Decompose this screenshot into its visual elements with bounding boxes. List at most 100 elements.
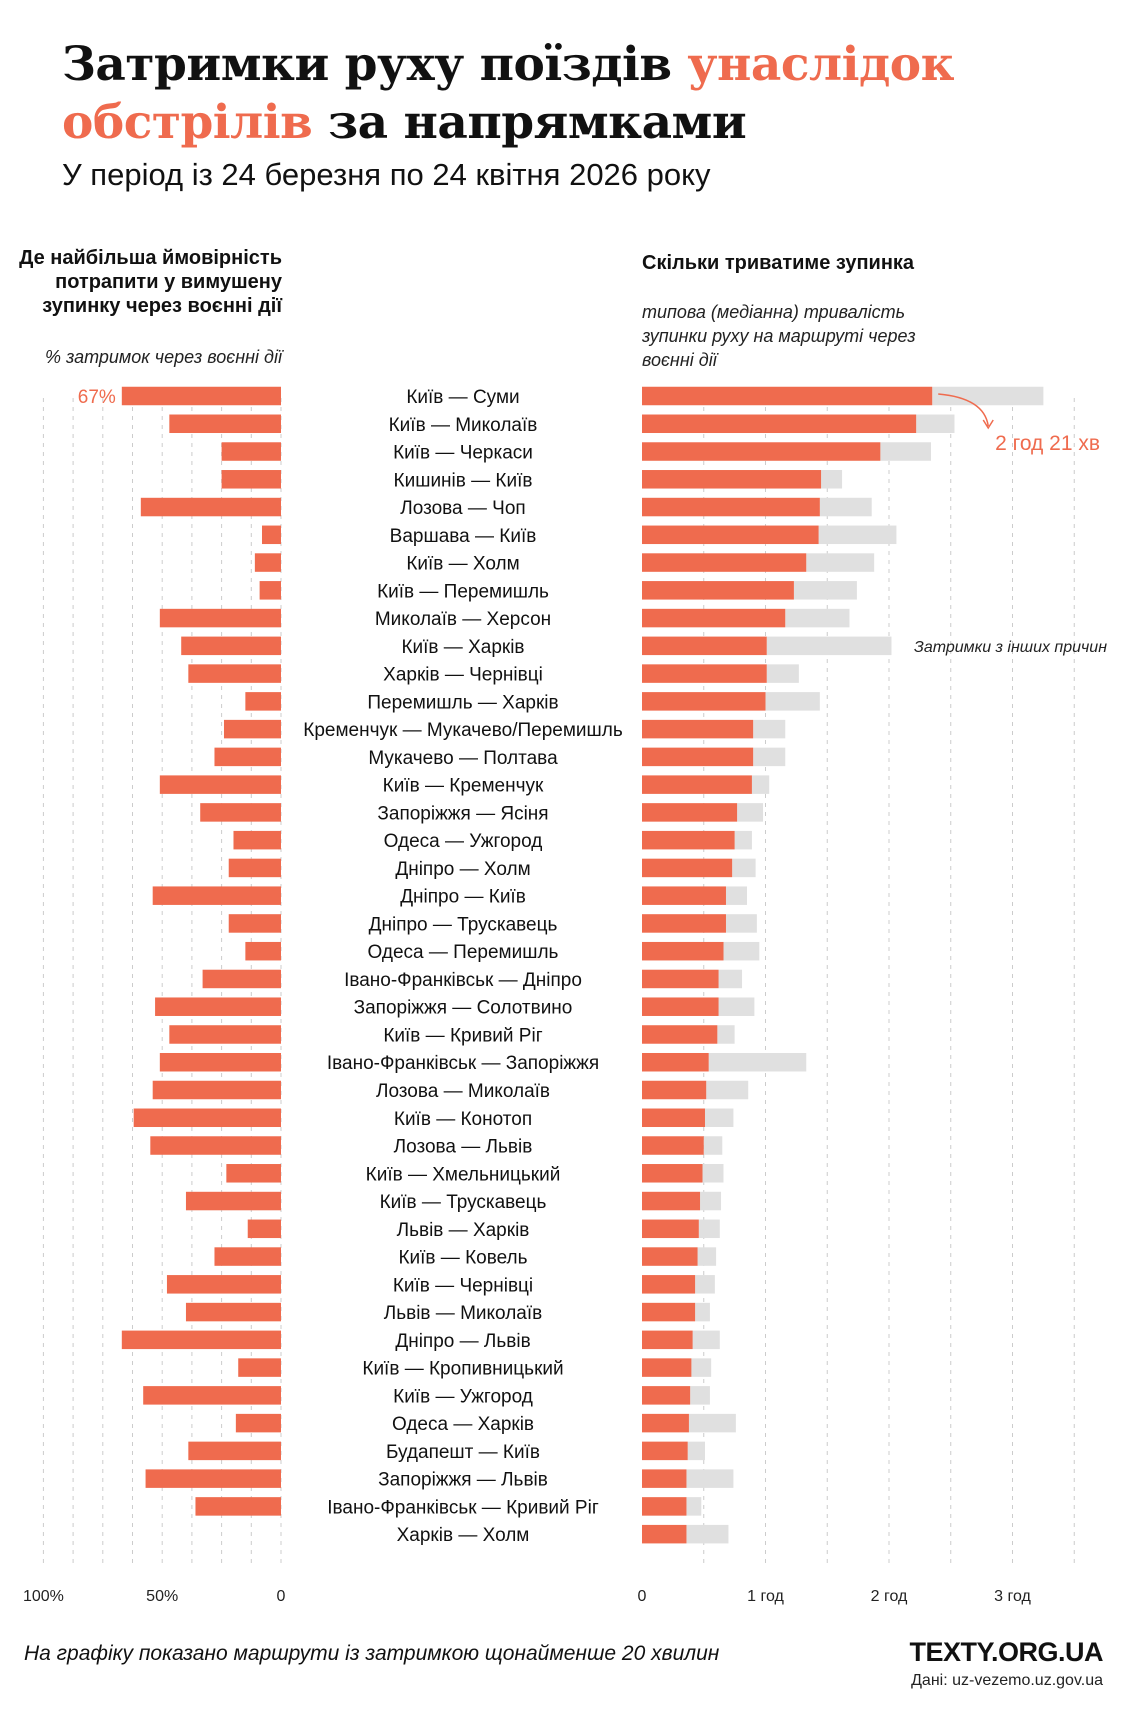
route-label: Київ — Перемишль [377, 581, 549, 602]
left-bar [121, 1330, 281, 1350]
left-bar [188, 1441, 281, 1461]
war-delay-bar [642, 1025, 718, 1044]
other-causes-bar [753, 747, 786, 767]
other-causes-bar [753, 719, 786, 739]
other-causes-bar [690, 1386, 710, 1405]
other-causes-bar [725, 886, 747, 905]
left-bar [159, 608, 281, 628]
war-delay-bar [642, 1247, 698, 1266]
war-delay-bar [642, 608, 786, 628]
right-axis-tick-label: 3 год [994, 1588, 1031, 1605]
war-delay-bar [642, 553, 807, 572]
war-delay-bar [642, 1164, 703, 1183]
route-label: Київ — Миколаїв [389, 415, 538, 436]
war-delay-bar [642, 1275, 696, 1294]
right-panel-note: типова (медіанна) тривалість зупинки рух… [642, 302, 916, 370]
other-causes-bar [697, 1247, 717, 1266]
left-bar [245, 692, 281, 711]
route-label: Дніпро — Холм [395, 859, 530, 880]
war-delay-bar [642, 914, 726, 933]
route-label: Перемишль — Харків [367, 692, 558, 713]
right-axis-tick-label: 2 год [871, 1588, 908, 1605]
left-bar [121, 386, 281, 406]
route-label: Київ — Трускавець [380, 1192, 547, 1213]
war-delay-bar [642, 803, 738, 822]
other-causes-bar [766, 636, 892, 656]
other-causes-bar [698, 1219, 720, 1239]
left-bar [259, 581, 281, 600]
duration-annotation: 2 год 21 хв [995, 432, 1100, 455]
other-causes-bar [704, 1108, 734, 1128]
route-label: Запоріжжя — Солотвино [354, 998, 573, 1019]
route-label: Дніпро — Трускавець [369, 914, 558, 935]
war-delay-bar [642, 1080, 707, 1100]
route-label: Київ — Кременчук [383, 776, 544, 797]
route-label: Варшава — Київ [390, 526, 537, 547]
left-bar [181, 636, 281, 656]
route-label: Лозова — Миколаїв [376, 1081, 550, 1102]
left-bar [169, 414, 281, 434]
war-delay-bar [642, 1108, 705, 1128]
other-causes-bar [819, 497, 872, 517]
data-source: Дані: uz-vezemo.uz.gov.ua [911, 1672, 1103, 1689]
route-label: Лозова — Чоп [400, 498, 525, 519]
left-axis-tick-label: 50% [146, 1588, 178, 1605]
right-axis-tick-label: 0 [638, 1588, 647, 1605]
route-label: Івано-Франківськ — Запоріжжя [327, 1053, 599, 1074]
war-delay-bar [642, 636, 767, 656]
other-causes-bar [695, 1302, 710, 1322]
left-bar [143, 1386, 281, 1405]
left-bar [261, 525, 281, 545]
route-label: Київ — Ужгород [393, 1386, 533, 1407]
war-delay-bar [642, 1413, 689, 1433]
left-bar [140, 497, 281, 517]
title-part2: за напрямками [312, 95, 747, 150]
left-bar [152, 1080, 281, 1100]
route-label: Дніпро — Київ [400, 887, 526, 908]
war-delay-bar [642, 1219, 699, 1239]
route-label: Одеса — Ужгород [384, 831, 543, 852]
war-delay-bar [642, 830, 735, 850]
other-causes-bar [766, 664, 799, 683]
left-bar [235, 1413, 281, 1433]
other-causes-bar [737, 803, 764, 822]
war-delay-bar [642, 1469, 687, 1488]
war-delay-bar [642, 414, 917, 434]
title-accent2: обстрілів [62, 95, 313, 150]
left-bar [228, 914, 281, 933]
other-causes-annotation: Затримки з інших причин [914, 639, 1107, 656]
other-causes-bar [880, 442, 931, 461]
route-label: Івано-Франківськ — Кривий Ріг [327, 1497, 599, 1518]
left-panel-heading: Де найбільша ймовірність потрапити у вим… [19, 247, 282, 317]
annotation-arrow [938, 393, 989, 427]
other-causes-bar [695, 1275, 715, 1294]
war-delay-bar [642, 1386, 691, 1405]
left-bar [166, 1275, 281, 1294]
left-bar [254, 553, 281, 572]
war-delay-bar [642, 719, 754, 739]
war-delay-bar [642, 386, 933, 406]
route-label: Київ — Суми [406, 387, 519, 408]
other-causes-bar [692, 1330, 720, 1350]
left-bar [188, 664, 281, 683]
left-bar [221, 470, 281, 489]
left-bar [228, 858, 281, 878]
left-bar [169, 1025, 281, 1044]
war-delay-bar [642, 1330, 693, 1350]
war-delay-bar [642, 858, 733, 878]
route-label: Івано-Франківськ — Дніпро [344, 970, 582, 991]
other-causes-bar [717, 1025, 735, 1044]
war-delay-bar [642, 1136, 704, 1155]
left-bar [221, 442, 281, 461]
route-label: Київ — Хмельницький [366, 1164, 561, 1185]
left-bar [247, 1219, 281, 1239]
left-highlight-label: 67% [78, 387, 116, 408]
war-delay-bar [642, 1191, 701, 1211]
left-axis-tick-label: 0 [277, 1588, 286, 1605]
right-panel-heading: Скільки триватиме зупинка [642, 252, 915, 274]
other-causes-bar [686, 1497, 702, 1516]
route-label: Запоріжжя — Ясіня [377, 803, 548, 824]
title-accent1: унаслідок [687, 37, 955, 92]
war-delay-bar [642, 1497, 687, 1516]
route-label: Київ — Ковель [398, 1248, 527, 1269]
